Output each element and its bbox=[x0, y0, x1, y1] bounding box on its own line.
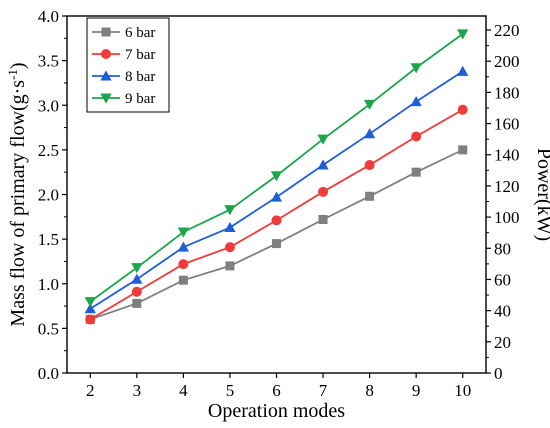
y-tick-label: 4.0 bbox=[38, 7, 59, 26]
data-point bbox=[178, 275, 188, 285]
x-tick-label: 4 bbox=[179, 381, 188, 400]
x-tick-label: 9 bbox=[412, 381, 421, 400]
legend-label: 9 bar bbox=[125, 91, 155, 107]
y-axis-title-superscript: -1 bbox=[5, 69, 20, 80]
y2-tick-label: 0 bbox=[494, 364, 503, 383]
data-point bbox=[224, 221, 236, 233]
y-tick-label: 3.0 bbox=[38, 96, 59, 115]
series-9-bar bbox=[84, 29, 469, 308]
y-tick-label: 2.5 bbox=[38, 141, 59, 160]
legend-marker bbox=[100, 70, 112, 81]
series-8-bar bbox=[84, 65, 469, 314]
y2-tick-label: 40 bbox=[494, 302, 511, 321]
data-point bbox=[271, 215, 282, 226]
data-point bbox=[84, 297, 96, 308]
data-point bbox=[457, 29, 469, 40]
y-tick-label: 0.5 bbox=[38, 319, 59, 338]
y2-tick-label: 80 bbox=[494, 239, 511, 258]
data-point bbox=[411, 131, 422, 142]
legend-item: 9 bar bbox=[92, 91, 155, 107]
y-axis-title-main: Mass flow of primary flow(g·s bbox=[7, 80, 29, 327]
legend: 6 bar 7 bar 8 bar 9 bar bbox=[86, 17, 170, 113]
data-point bbox=[225, 261, 235, 271]
legend-marker bbox=[101, 49, 111, 59]
data-point bbox=[85, 314, 96, 325]
legend-label: 7 bar bbox=[125, 47, 155, 63]
legend-label: 6 bar bbox=[125, 25, 155, 41]
data-point bbox=[131, 286, 142, 297]
data-point bbox=[364, 160, 375, 171]
data-point bbox=[131, 273, 143, 284]
y-tick-label: 3.5 bbox=[38, 52, 59, 71]
y-tick-label: 1.0 bbox=[38, 275, 59, 294]
x-axis-title: Operation modes bbox=[208, 400, 345, 422]
data-point bbox=[318, 214, 328, 224]
legend-marker bbox=[101, 27, 111, 37]
y2-axis-title: Power(kW) bbox=[533, 148, 550, 241]
y2-tick-label: 220 bbox=[494, 21, 520, 40]
series-line bbox=[89, 108, 464, 321]
series-7-bar bbox=[85, 104, 468, 325]
y2-tick-label: 100 bbox=[494, 208, 520, 227]
data-point bbox=[410, 63, 422, 74]
legend-marker bbox=[100, 93, 112, 104]
data-point bbox=[365, 191, 375, 201]
x-tick-label: 3 bbox=[133, 381, 142, 400]
legend-item: 7 bar bbox=[92, 47, 155, 63]
y2-tick-label: 180 bbox=[494, 83, 520, 102]
x-tick-label: 6 bbox=[272, 381, 281, 400]
y2-tick-label: 20 bbox=[494, 333, 511, 352]
data-point bbox=[270, 191, 283, 202]
y-tick-label: 1.5 bbox=[38, 230, 59, 249]
data-point bbox=[317, 159, 329, 170]
data-point bbox=[178, 259, 189, 270]
data-point bbox=[318, 186, 329, 197]
y2-tick-label: 160 bbox=[494, 115, 520, 134]
legend-box bbox=[86, 17, 170, 113]
legend-item: 8 bar bbox=[92, 69, 155, 85]
x-tick-label: 5 bbox=[226, 381, 235, 400]
y2-tick-label: 200 bbox=[494, 52, 520, 71]
x-tick-label: 7 bbox=[319, 381, 328, 400]
y-tick-label: 2.0 bbox=[38, 186, 59, 205]
x-tick-label: 2 bbox=[86, 381, 95, 400]
y2-tick-label: 120 bbox=[494, 177, 520, 196]
data-point bbox=[457, 104, 468, 115]
data-point bbox=[317, 134, 329, 145]
y2-tick-label: 140 bbox=[494, 146, 520, 165]
data-point bbox=[272, 239, 281, 249]
data-point bbox=[224, 242, 235, 253]
data-point bbox=[132, 298, 142, 308]
legend-label: 8 bar bbox=[125, 69, 155, 85]
data-point bbox=[363, 99, 376, 110]
data-point bbox=[270, 171, 283, 182]
data-point bbox=[84, 303, 96, 314]
y2-tick-label: 60 bbox=[494, 270, 511, 289]
data-point bbox=[411, 167, 421, 177]
data-point bbox=[410, 96, 422, 107]
data-point bbox=[177, 227, 190, 238]
x-tick-label: 10 bbox=[454, 381, 471, 400]
data-point bbox=[177, 241, 190, 252]
y-axis-title-close: ) bbox=[7, 62, 29, 69]
y-tick-label: 0.0 bbox=[38, 364, 59, 383]
y-axis-title: Mass flow of primary flow(g·s-1) bbox=[5, 62, 30, 326]
legend-item: 6 bar bbox=[92, 25, 155, 41]
data-point bbox=[131, 263, 143, 274]
x-tick-label: 8 bbox=[365, 381, 374, 400]
data-point bbox=[363, 128, 376, 139]
data-point bbox=[458, 145, 468, 155]
data-point bbox=[224, 205, 236, 216]
data-point bbox=[457, 65, 469, 76]
